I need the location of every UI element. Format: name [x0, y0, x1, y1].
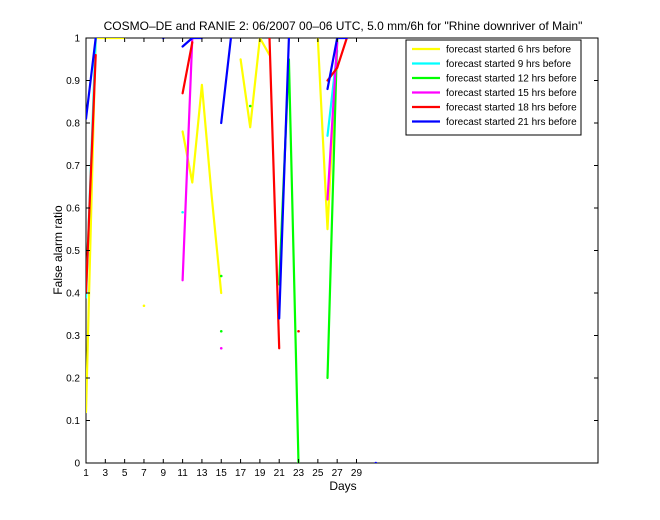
legend-box	[405, 39, 582, 136]
y-tick-label: 0.1	[66, 416, 80, 427]
axis-layer: 00.10.20.30.40.50.60.70.80.911 3 5 7 9 11 13 15…	[66, 34, 598, 479]
series-5-line-2	[220, 38, 232, 125]
x-tick-label: 19	[254, 468, 266, 479]
series-2-line-1	[326, 38, 339, 380]
y-tick-label: 0.2	[66, 374, 80, 385]
y-tick-label: 0.5	[66, 246, 80, 257]
series-2-point-2	[248, 104, 252, 108]
x-tick-label: 23	[293, 468, 305, 479]
y-tick-label: 0.6	[66, 204, 80, 215]
chart-title: COSMO–DE and RANIE 2: 06/2007 00–06 UTC,…	[104, 19, 583, 33]
y-tick-label: 0	[74, 459, 80, 470]
legend-label-1: forecast started 9 hrs before	[446, 59, 572, 70]
y-tick-label: 0.9	[66, 76, 80, 87]
y-axis-label: False alarm ratio	[51, 205, 65, 295]
series-3-line-0	[181, 38, 194, 282]
y-tick-label: 0.4	[66, 289, 80, 300]
series-5-line-1	[181, 38, 203, 48]
series-5-line-0	[86, 38, 97, 120]
series-3-point-0	[219, 346, 223, 350]
legend: forecast started 6 hrs before forecast st…	[405, 39, 582, 136]
x-tick-label: 9	[161, 468, 167, 479]
x-tick-label: 29	[351, 468, 363, 479]
series-1-point-0	[181, 210, 184, 214]
legend-label-3: forecast started 15 hrs before	[446, 88, 577, 99]
data-layer	[86, 38, 378, 463]
series-4-line-2	[268, 38, 281, 350]
series-5-line-3	[278, 38, 290, 320]
x-tick-label: 15	[216, 468, 228, 479]
series-0-line-0	[86, 38, 126, 414]
y-tick-label: 0.8	[66, 119, 80, 130]
legend-label-2: forecast started 12 hrs before	[446, 74, 577, 85]
y-tick-label: 0.3	[66, 331, 80, 342]
series-2-point-0	[219, 274, 223, 278]
x-tick-label: 5	[122, 468, 128, 479]
x-tick-label: 7	[141, 468, 147, 479]
series-5-line-4	[326, 38, 348, 91]
series-0-point-0	[142, 304, 146, 308]
x-tick-label: 11	[177, 468, 188, 479]
x-tick-label: 27	[332, 468, 344, 479]
x-tick-label: 13	[196, 468, 208, 479]
series-0-line-1	[181, 83, 223, 295]
y-tick-label: 1	[74, 34, 80, 45]
x-tick-label: 17	[235, 468, 247, 479]
x-axis-label: Days	[329, 479, 356, 493]
legend-label-0: forecast started 6 hrs before	[446, 45, 572, 56]
series-5-point-1	[374, 461, 378, 463]
x-tick-label: 25	[312, 468, 324, 479]
legend-label-5: forecast started 21 hrs before	[446, 117, 577, 128]
x-tick-label: 1	[83, 468, 89, 479]
series-4-point-0	[297, 329, 300, 333]
series-2-point-1	[219, 329, 223, 333]
x-tick-label: 3	[103, 468, 109, 479]
series-4-line-1	[181, 41, 194, 95]
x-tick-label: 21	[274, 468, 286, 479]
legend-label-4: forecast started 18 hrs before	[446, 103, 577, 114]
y-tick-label: 0.7	[66, 161, 80, 172]
series-4-line-0	[86, 53, 97, 295]
series-0-line-2	[239, 38, 271, 129]
